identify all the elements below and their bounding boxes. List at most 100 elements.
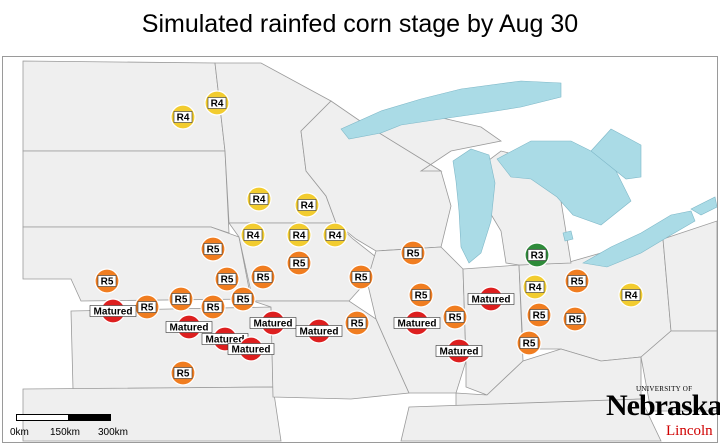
site-marker-r5: R5 [214,266,240,292]
marker-label: R5 [571,277,584,288]
marker-label-box [227,343,275,355]
marker-label-box [289,257,309,269]
lake-erie [582,210,696,268]
site-marker-r4: R4 [618,282,644,308]
marker-label-box [529,309,549,321]
site-marker-matured: Matured [393,310,441,336]
marker-label-box [445,311,465,323]
marker-label-box [411,289,431,301]
state-south-dakota [22,150,230,234]
marker-label: R4 [529,283,542,294]
marker-label: Matured [170,323,209,334]
site-marker-r4: R4 [246,186,272,212]
marker-label-box [467,293,515,305]
logo-lincoln: Lincoln [666,423,713,439]
marker-label-box [295,325,343,337]
marker-label-box [325,229,345,241]
marker-label-box [249,317,297,329]
marker-label-box [297,199,317,211]
site-marker-matured: Matured [165,314,213,340]
site-marker-r5: R5 [168,286,194,312]
site-marker-r5: R5 [526,302,552,328]
site-marker-r4: R4 [294,192,320,218]
scale-label-300: 300km [98,427,129,438]
marker-label-box [173,111,193,123]
marker-label-box [137,301,157,313]
map-canvas: R4R4R4R4R4R4R4R5R5R5R5R5R5R5R5R5MaturedR… [22,60,717,442]
marker-label-box [165,321,213,333]
marker-label: R5 [101,277,114,288]
marker-label: Matured [472,295,511,306]
marker-label: R4 [301,201,314,212]
site-marker-r4: R4 [240,222,266,248]
site-marker-r5: R5 [348,264,374,290]
great-lakes [340,80,717,268]
site-marker-r5: R5 [442,304,468,330]
site-marker-matured: Matured [227,336,275,362]
site-marker-r5: R5 [564,268,590,294]
marker-label: R4 [253,195,266,206]
marker-label: R4 [293,231,306,242]
marker-label: R5 [207,303,220,314]
marker-label: R5 [449,313,462,324]
marker-label: Matured [300,327,339,338]
marker-label-box [249,193,269,205]
marker-label: R3 [531,251,544,262]
site-marker-r5: R5 [94,268,120,294]
marker-label: Matured [254,319,293,330]
site-marker-matured: Matured [249,310,297,336]
site-marker-r5: R5 [286,250,312,276]
lake-st-clair [562,230,574,242]
marker-label: R5 [207,245,220,256]
scale-label-150: 150km [50,427,81,438]
marker-label: R5 [569,315,582,326]
site-marker-r5: R5 [170,360,196,386]
marker-label: Matured [206,335,245,346]
marker-label-box [519,337,539,349]
site-marker-matured: Matured [89,298,137,324]
marker-label-box [393,317,441,329]
marker-label: R5 [237,295,250,306]
state-nebraska [22,226,252,302]
site-marker-matured: Matured [435,338,483,364]
marker-label-box [171,293,191,305]
marker-label-box [89,305,137,317]
marker-label: R4 [211,99,224,110]
site-marker-r3: R3 [524,242,550,268]
marker-label: R5 [293,259,306,270]
lake-ontario [690,196,717,216]
marker-label: R5 [407,249,420,260]
marker-label: Matured [232,345,271,356]
state-north-dakota [22,60,226,152]
site-marker-r5: R5 [408,282,434,308]
marker-label: R4 [625,291,638,302]
marker-label-box [233,293,253,305]
marker-label-box [403,247,423,259]
marker-label-box [347,317,367,329]
site-marker-r5: R5 [250,264,276,290]
marker-label: R5 [257,273,270,284]
marker-label-box [435,345,483,357]
marker-label-box [525,281,545,293]
lake-huron [496,140,632,226]
state-west-virginia [640,330,717,412]
marker-label-box [203,301,223,313]
state-tennessee [400,398,662,442]
scale-segment-black [68,414,111,421]
marker-label-box [621,289,641,301]
georgian-bay [590,128,642,180]
site-marker-r4: R4 [204,90,230,116]
lake-superior [340,80,562,140]
marker-label-box [217,273,237,285]
site-marker-r4: R4 [170,104,196,130]
logo-nebraska: Nebraska [606,389,720,422]
marker-label-box [173,367,193,379]
lake-michigan [452,148,496,264]
marker-label-box [565,313,585,325]
marker-label: Matured [398,319,437,330]
marker-label: Matured [94,307,133,318]
marker-label: R5 [415,291,428,302]
site-marker-r5: R5 [400,240,426,266]
marker-label: R5 [175,295,188,306]
site-marker-matured: Matured [467,286,515,312]
